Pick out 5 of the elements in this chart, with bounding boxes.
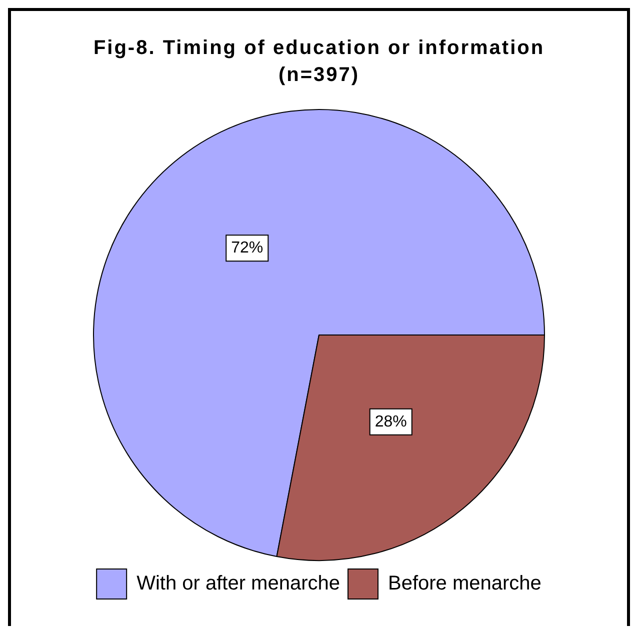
data-label: 72% [231, 240, 264, 257]
data-label: 28% [374, 413, 407, 430]
chart-title: Fig-8. Timing of education or information (n=397) [92, 36, 546, 88]
legend-label: Before menarche [388, 572, 542, 595]
legend-label: With or after menarche [136, 572, 340, 595]
